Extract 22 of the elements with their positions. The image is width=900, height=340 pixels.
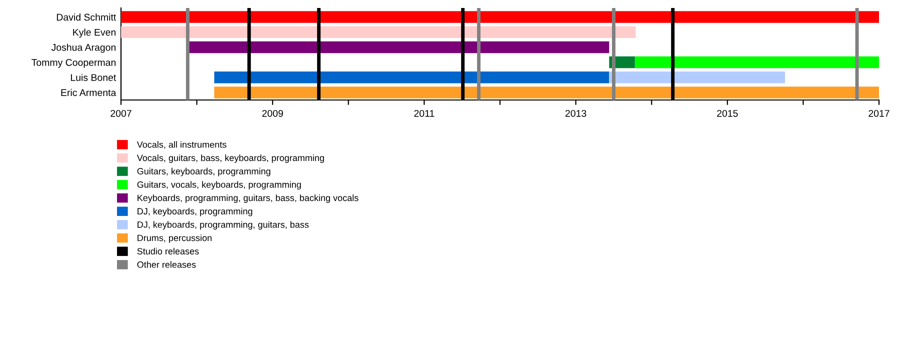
legend-label: Guitars, keyboards, programming [137,168,270,176]
x-tick-label: 2017 [868,110,890,117]
y-tick-label: David Schmitt [56,14,116,21]
legend-label: Other releases [137,261,196,268]
legend-label: Drums, percussion [138,234,212,243]
x-tick-label: 2011 [414,110,434,117]
y-tick-label: Joshua Aragon [51,44,116,53]
legend-label: Keyboards, programming, guitars, bass, backing vocals [138,194,358,203]
legend-label: Studio releases [137,248,199,254]
x-tick-label: 2007 [110,110,132,117]
legend-label: Vocals, guitars, bass, keyboards, programming [136,154,324,163]
x-tick-label: 2009 [262,110,283,117]
y-tick-label: Tommy Cooperman [32,59,116,68]
y-tick-label: Eric Armenta [61,88,116,96]
legend-label: DJ, keyboards, programming, guitars, bass [138,221,309,230]
x-tick-label: 2013 [565,110,586,117]
y-tick-label: Kyle Even [73,28,116,38]
legend-label: Vocals, all instruments [136,141,226,149]
x-tick-label: 2015 [717,110,738,117]
legend-label: DJ, keyboards, programming [138,208,252,216]
legend-label: Guitars, vocals, keyboards, programming [137,181,301,190]
y-tick-label: Luis Bonet [70,74,116,81]
